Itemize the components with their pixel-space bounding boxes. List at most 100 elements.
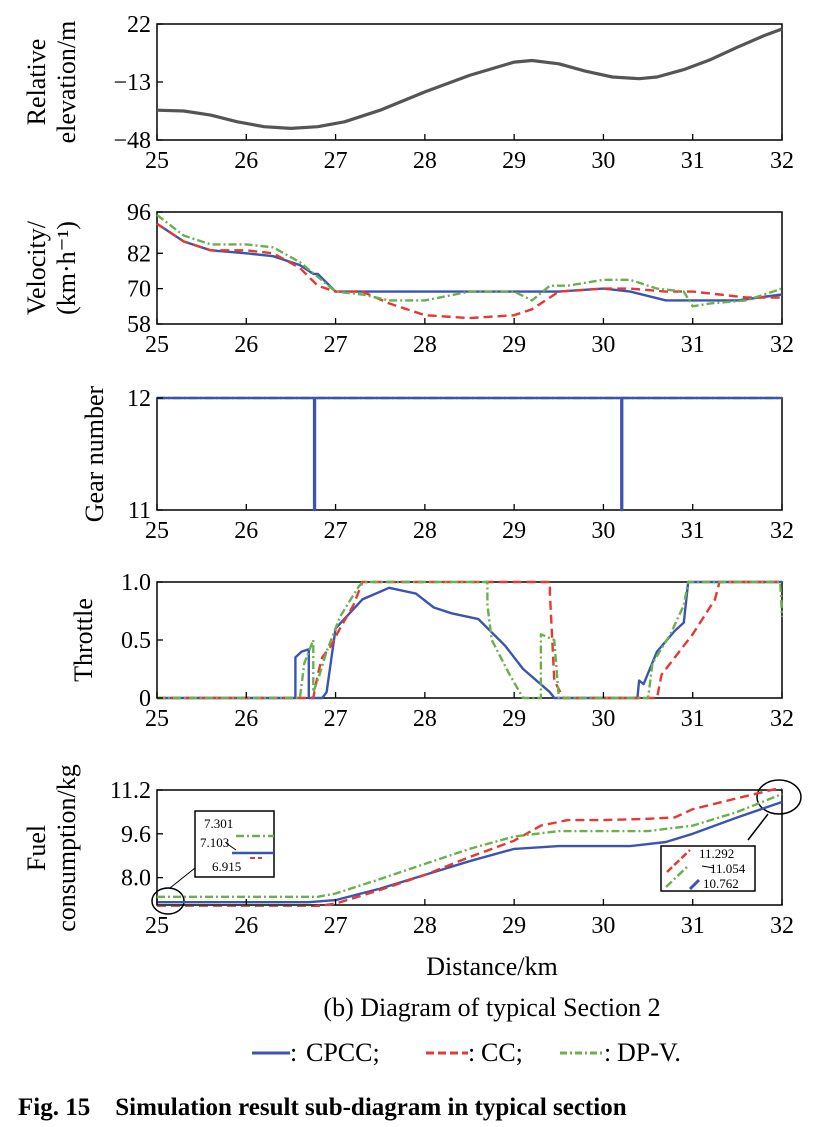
throttle-xtick-label: 27 (324, 706, 348, 732)
fuel-inset-right-arrow (701, 865, 715, 869)
throttle-ytick-label: 1.0 (121, 570, 151, 596)
throttle-ytick-label: 0.5 (121, 628, 151, 654)
fuel-plot-frame (156, 789, 783, 906)
velocity-xtick-label: 31 (681, 332, 705, 358)
velocity-xtick-label: 28 (413, 332, 437, 358)
elevation-ytick-label: −13 (113, 70, 151, 96)
elevation-xtick-label: 29 (502, 148, 526, 174)
velocity-ytick-label: 82 (127, 241, 151, 267)
fuel-series-group (157, 788, 783, 907)
velocity-ylabel-line1: Velocity/ (22, 220, 51, 315)
fuel-inset-left: 7.301 7.103 6.915 (151, 810, 275, 915)
gear-panel (156, 397, 783, 511)
fuel-inset-left-arrow (225, 842, 237, 851)
throttle-ylabel-line1: Throttle (69, 598, 98, 682)
elevation-ylabel-line1: Relative (22, 39, 51, 126)
fuel-xtick-label: 27 (324, 913, 348, 939)
fuel-series-dpv (157, 792, 783, 898)
gear-xtick-label: 27 (324, 518, 348, 544)
gear-xtick-label: 31 (681, 518, 705, 544)
velocity-series-cc (156, 222, 782, 320)
subtitle: (b) Diagram of typical Section 2 (323, 993, 660, 1022)
fuel-inset-right-dpv-line (665, 865, 689, 888)
legend-dpv-label: DP-V. (617, 1038, 681, 1067)
fuel-xtick-label: 28 (413, 913, 437, 939)
elevation-ytick-label: −48 (113, 128, 151, 154)
velocity-ytick-label: 58 (127, 312, 151, 338)
elevation-xtick-label: 28 (413, 148, 437, 174)
elevation-ylabel: Relative elevation/m (22, 21, 81, 144)
throttle-xtick-label: 31 (681, 706, 705, 732)
velocity-plot-frame (156, 211, 783, 325)
fuel-xtick-label: 30 (591, 913, 615, 939)
legend-cpcc-prefix: : (290, 1038, 297, 1067)
fuel-xtick-label: 31 (681, 913, 705, 939)
elevation-plot-frame (156, 23, 783, 141)
gear-plot-frame (156, 397, 783, 511)
elevation-xtick-label: 25 (145, 148, 169, 174)
gear-xtick-label: 28 (413, 518, 437, 544)
velocity-series-group (156, 213, 783, 320)
elevation-xtick-label: 30 (591, 148, 615, 174)
fuel-series-cc (157, 788, 783, 907)
fuel-inset-right-cpcc-line (688, 878, 701, 891)
fuel-inset-right-connector (747, 813, 769, 841)
fuel-inset-right-value-dpv: 11.054 (710, 861, 746, 876)
gear-xtick-label: 29 (502, 518, 526, 544)
throttle-xtick-label: 26 (234, 706, 258, 732)
fuel-ylabel-line2: consumption/kg (52, 764, 81, 932)
elevation-xtick-label: 31 (681, 148, 705, 174)
fuel-xtick-label: 25 (145, 913, 169, 939)
fuel-inset-left-value-dpv: 7.301 (204, 816, 233, 831)
velocity-xtick-label: 30 (591, 332, 615, 358)
fuel-inset-right-circle (756, 779, 802, 815)
legend-cpcc-label: CPCC; (306, 1038, 380, 1067)
velocity-xtick-label: 27 (324, 332, 348, 358)
fuel-inset-right-value-cpcc: 10.762 (703, 876, 739, 891)
velocity-ylabel-line2: (km·h⁻¹) (52, 221, 81, 315)
throttle-xtick-label: 29 (502, 706, 526, 732)
gear-series-group (157, 396, 782, 512)
gear-ylabel: Gear number (80, 385, 109, 522)
elevation-xtick-label: 26 (234, 148, 258, 174)
elevation-ytick-label: 22 (127, 12, 151, 38)
velocity-xtick-label: 25 (145, 332, 169, 358)
gear-xtick-label: 26 (234, 518, 258, 544)
legend-cc-prefix: : (468, 1038, 475, 1067)
velocity-xtick-label: 32 (770, 332, 794, 358)
fuel-xtick-label: 26 (234, 913, 258, 939)
fuel-inset-right: 11.292 11.054 10.762 (660, 779, 802, 892)
throttle-xtick-label: 30 (591, 706, 615, 732)
fuel-inset-right-box (660, 845, 756, 892)
throttle-xtick-label: 28 (413, 706, 437, 732)
fuel-xtick-label: 29 (502, 913, 526, 939)
gear-xtick-label: 30 (591, 518, 615, 544)
gear-ytick-label: 11 (128, 498, 151, 524)
throttle-ylabel: Throttle (69, 598, 98, 682)
fuel-inset-right-value-cc: 11.292 (699, 846, 734, 861)
figure-caption: Fig. 15 Simulation result sub-diagram in… (18, 1094, 627, 1121)
elevation-series-elevation (156, 27, 783, 130)
fuel-ylabel: Fuel consumption/kg (22, 764, 81, 932)
elevation-series-group (156, 27, 783, 130)
elevation-panel (156, 23, 783, 141)
velocity-xtick-label: 26 (234, 332, 258, 358)
fuel-inset-left-value-cc: 6.915 (212, 859, 241, 874)
fuel-inset-left-box (194, 810, 275, 878)
velocity-ytick-label: 70 (127, 277, 151, 303)
fuel-xtick-label: 32 (770, 913, 794, 939)
elevation-ylabel-line2: elevation/m (52, 21, 81, 144)
throttle-xtick-label: 32 (770, 706, 794, 732)
throttle-series-group (157, 580, 783, 700)
velocity-xtick-label: 29 (502, 332, 526, 358)
gear-ytick-label: 12 (127, 386, 151, 412)
fuel-ytick-label: 9.6 (121, 822, 151, 848)
elevation-xtick-label: 27 (324, 148, 348, 174)
fuel-ytick-label: 8.0 (121, 866, 151, 892)
throttle-xtick-label: 25 (145, 706, 169, 732)
gear-xtick-label: 25 (145, 518, 169, 544)
throttle-series-cpcc (157, 580, 782, 700)
fuel-inset-left-connector (169, 867, 196, 889)
